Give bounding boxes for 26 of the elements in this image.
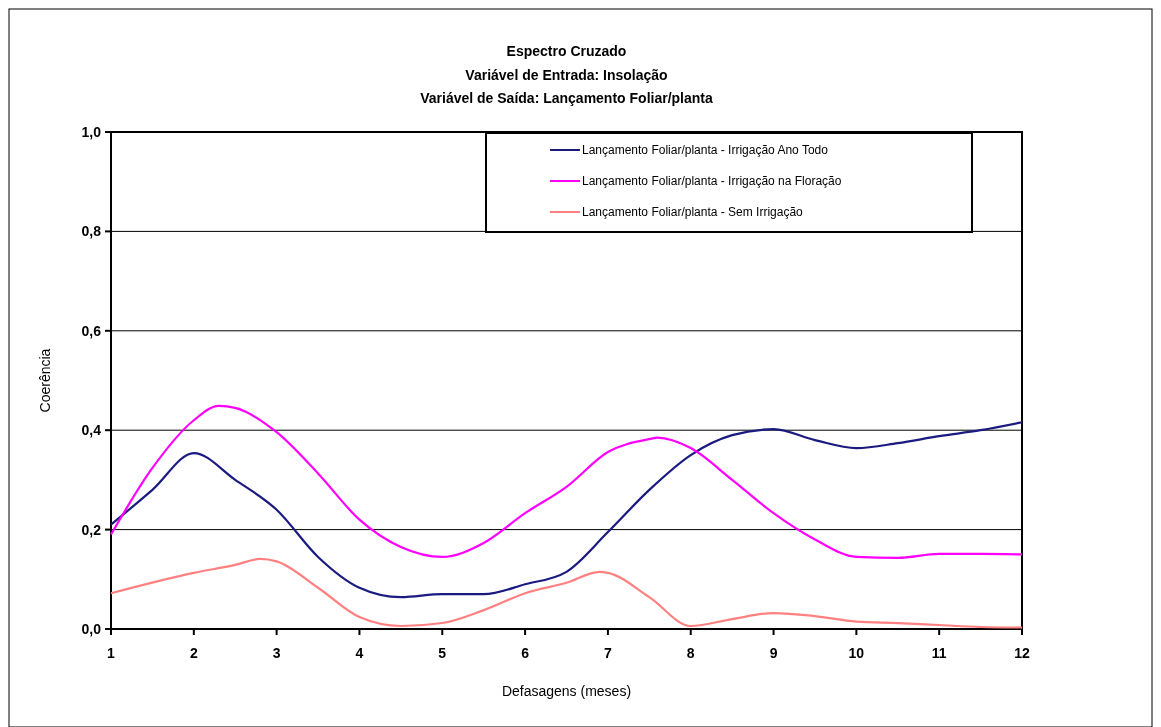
- y-tick-label: 0,6: [81, 322, 102, 339]
- y-tick-label: 0,2: [81, 521, 102, 538]
- x-tick-label: 1: [107, 645, 116, 661]
- legend-label: Lançamento Foliar/planta - Irrigação Ano Todo: [582, 143, 829, 158]
- x-tick-label: 2: [189, 645, 198, 661]
- y-axis-title: Coerência: [37, 348, 53, 413]
- legend-label: Lançamento Foliar/planta - Sem Irrigação: [582, 205, 804, 220]
- x-axis-title: Defasagens (meses): [501, 683, 632, 699]
- x-tick-label: 11: [931, 645, 947, 661]
- x-tick-label: 3: [272, 645, 281, 661]
- x-tick-label: 12: [1014, 645, 1030, 661]
- x-tick-label: 4: [355, 645, 364, 661]
- y-tick-label: 1,0: [81, 123, 102, 140]
- x-tick-label: 10: [848, 645, 865, 661]
- legend-label: Lançamento Foliar/planta - Irrigação na Floração: [582, 174, 842, 189]
- line-series: [109, 557, 1024, 629]
- x-tick-label: 8: [686, 645, 695, 661]
- chart-title: Espectro Cruzado: [506, 43, 627, 59]
- y-tick-label: 0,4: [81, 422, 102, 439]
- y-tick-label: 0,8: [81, 223, 102, 240]
- y-tick-label: 0,0: [81, 620, 102, 637]
- chart-subtitle: Variável de Entrada: Insolação Variável de Saída: Lançamento Foliar/planta: [420, 67, 713, 106]
- x-tick-label: 9: [769, 645, 778, 661]
- x-tick-label: 7: [604, 645, 613, 661]
- x-tick-label: 6: [521, 645, 530, 661]
- x-tick-label: 5: [438, 645, 447, 661]
